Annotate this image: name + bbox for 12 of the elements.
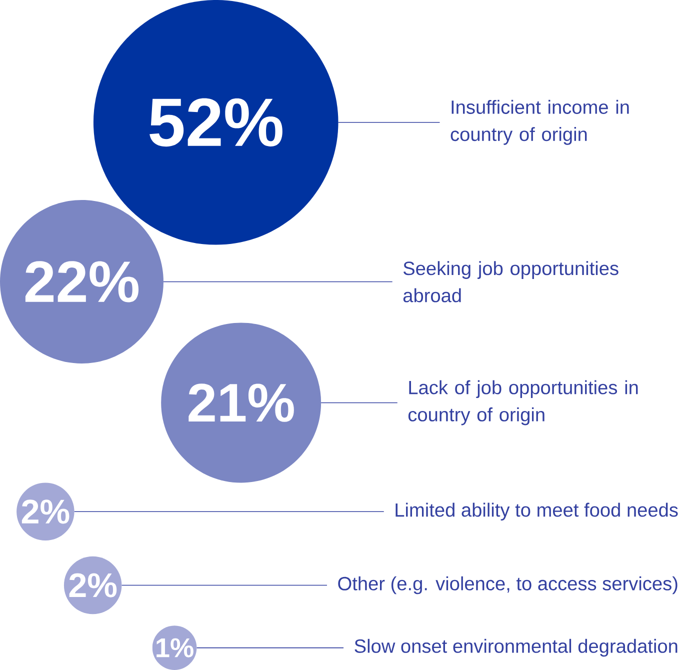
category-label: Seeking job opportunities abroad xyxy=(403,261,618,302)
data-label: 21% xyxy=(188,384,294,422)
category-label: Insufficient income in country of origin xyxy=(450,100,629,145)
data-label: 1% xyxy=(156,638,194,658)
category-label: Other (e.g. violence, to access services) xyxy=(338,576,678,594)
data-label: 2% xyxy=(22,500,70,524)
category-label: Limited ability to meet food needs xyxy=(396,502,678,521)
data-label: 22% xyxy=(25,261,138,302)
category-label: Lack of job opportunities in country of origin xyxy=(408,380,638,426)
data-label: 52% xyxy=(150,98,282,147)
category-label: Slow onset environmental degradation xyxy=(354,638,678,657)
data-label: 2% xyxy=(69,573,117,598)
